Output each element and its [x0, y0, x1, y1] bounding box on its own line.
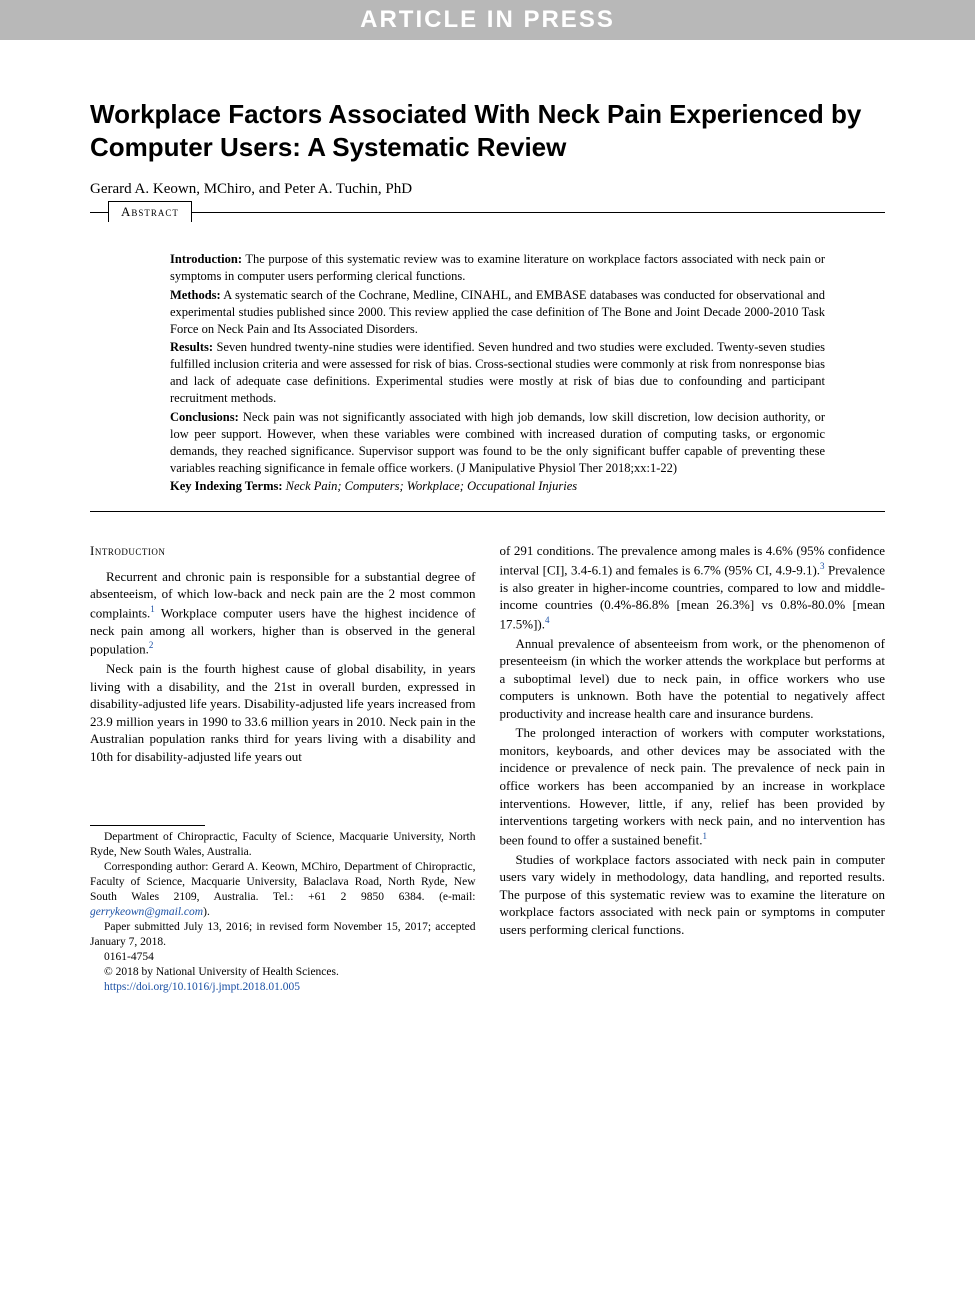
abstract-body: Introduction: The purpose of this system… — [90, 213, 885, 512]
right-paragraph-3: The prolonged interaction of workers wit… — [500, 724, 886, 848]
abstract-conclusions-text: Neck pain was not significantly associat… — [170, 410, 825, 475]
abstract-conclusions: Conclusions: Neck pain was not significa… — [170, 409, 825, 477]
article-title: Workplace Factors Associated With Neck P… — [90, 98, 885, 163]
right-column: of 291 conditions. The prevalence among … — [500, 542, 886, 995]
footnote-corresponding: Corresponding author: Gerard A. Keown, M… — [90, 860, 476, 920]
ref-2[interactable]: 2 — [149, 640, 154, 650]
ref-1b[interactable]: 1 — [703, 831, 708, 841]
footnote-issn: 0161-4754 — [90, 950, 476, 965]
abstract-intro: Introduction: The purpose of this system… — [170, 251, 825, 285]
corr-text-a: Corresponding author: Gerard A. Keown, M… — [90, 861, 476, 903]
body-columns: Introduction Recurrent and chronic pain … — [90, 542, 885, 995]
author-line: Gerard A. Keown, MChiro, and Peter A. Tu… — [90, 181, 885, 198]
footnote-rule — [90, 825, 205, 826]
abstract-results: Results: Seven hundred twenty-nine studi… — [170, 339, 825, 407]
right-p3a: The prolonged interaction of workers wit… — [500, 725, 886, 847]
intro-paragraph-1: Recurrent and chronic pain is responsibl… — [90, 568, 476, 658]
footnote-affiliation: Department of Chiropractic, Faculty of S… — [90, 830, 476, 860]
ref-4[interactable]: 4 — [545, 615, 550, 625]
footnotes: Department of Chiropractic, Faculty of S… — [90, 830, 476, 994]
left-column: Introduction Recurrent and chronic pain … — [90, 542, 476, 995]
abstract-results-text: Seven hundred twenty-nine studies were i… — [170, 340, 825, 405]
footnote-doi: https://doi.org/10.1016/j.jmpt.2018.01.0… — [90, 980, 476, 995]
abstract-methods-text: A systematic search of the Cochrane, Med… — [170, 288, 825, 336]
corr-text-b: ). — [203, 906, 210, 918]
key-terms-label: Key Indexing Terms: — [170, 479, 283, 493]
abstract-methods: Methods: A systematic search of the Coch… — [170, 287, 825, 338]
doi-link[interactable]: https://doi.org/10.1016/j.jmpt.2018.01.0… — [104, 981, 300, 993]
footnote-dates: Paper submitted July 13, 2016; in revise… — [90, 920, 476, 950]
page-content: Workplace Factors Associated With Neck P… — [0, 40, 975, 1035]
abstract-intro-text: The purpose of this systematic review wa… — [170, 252, 825, 283]
corr-email-link[interactable]: gerrykeown@gmail.com — [90, 906, 203, 918]
footnote-copyright: © 2018 by National University of Health … — [90, 965, 476, 980]
key-terms-text: Neck Pain; Computers; Workplace; Occupat… — [283, 479, 578, 493]
abstract-results-label: Results: — [170, 340, 213, 354]
right-paragraph-2: Annual prevalence of absenteeism from wo… — [500, 635, 886, 723]
introduction-heading: Introduction — [90, 542, 476, 560]
abstract-tab-label: Abstract — [108, 201, 192, 222]
abstract-methods-label: Methods: — [170, 288, 221, 302]
abstract-intro-label: Introduction: — [170, 252, 242, 266]
abstract-key-terms: Key Indexing Terms: Neck Pain; Computers… — [170, 478, 825, 495]
right-paragraph-1: of 291 conditions. The prevalence among … — [500, 542, 886, 632]
right-paragraph-4: Studies of workplace factors associated … — [500, 851, 886, 939]
article-in-press-banner: ARTICLE IN PRESS — [0, 0, 975, 40]
abstract-box: Abstract Introduction: The purpose of th… — [90, 212, 885, 512]
intro-paragraph-2: Neck pain is the fourth highest cause of… — [90, 660, 476, 765]
abstract-conclusions-label: Conclusions: — [170, 410, 239, 424]
